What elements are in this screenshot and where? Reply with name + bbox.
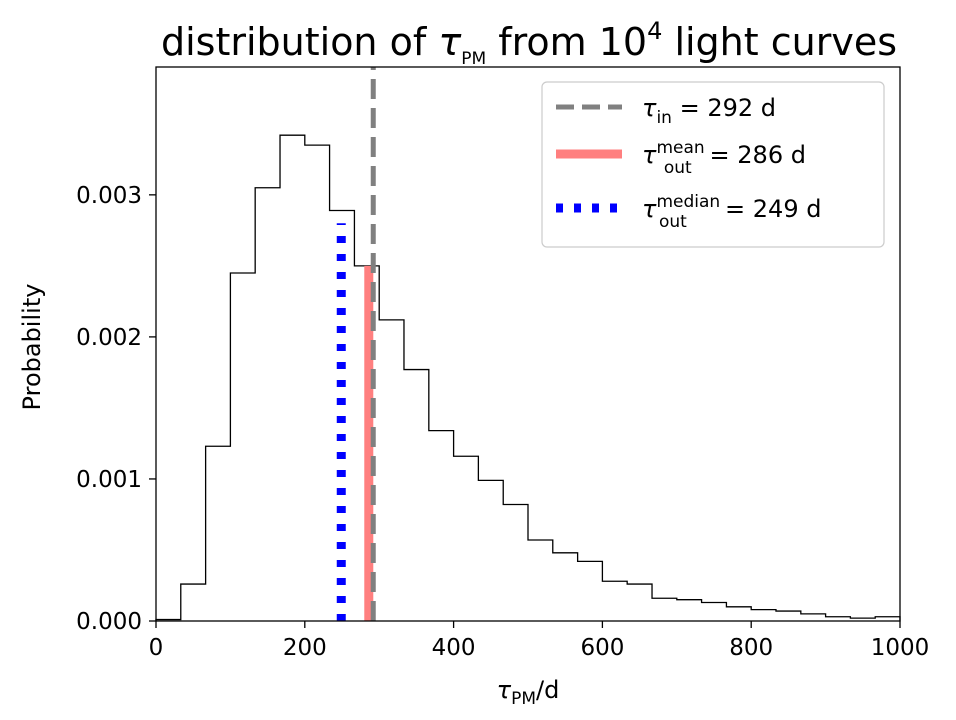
y-tick-label: 0.002 xyxy=(76,325,142,351)
x-tick-label: 400 xyxy=(432,635,476,661)
legend-box xyxy=(541,81,885,248)
x-tick-label: 1000 xyxy=(871,635,930,661)
y-tick-label: 0.000 xyxy=(76,609,142,635)
y-axis-label: Probability xyxy=(18,284,46,411)
x-tick-label: 600 xyxy=(580,635,624,661)
x-tick-label: 0 xyxy=(149,635,164,661)
histogram-outline xyxy=(155,134,901,621)
chart-title: distribution of τPM from 104 light curve… xyxy=(161,17,897,69)
x-tick-label: 800 xyxy=(729,635,773,661)
x-tick-label: 200 xyxy=(283,635,327,661)
histogram-bars xyxy=(155,134,901,621)
legend-label: τmedian out = 249 d xyxy=(642,192,821,232)
x-axis-label: τPM/d xyxy=(497,676,560,709)
reference-lines xyxy=(336,67,376,621)
axis-ticks: 0 200 400 600 800 1000 0.000 0.001 0.002 0.003 xyxy=(76,183,929,661)
axes-frame xyxy=(155,66,901,622)
legend-label: τmean out = 286 d xyxy=(642,138,806,178)
y-tick-label: 0.001 xyxy=(76,467,142,493)
legend: τin = 292 d τmean out = 286 d τmedian out = … xyxy=(541,81,885,248)
y-tick-label: 0.003 xyxy=(76,183,142,209)
legend-label: τin = 292 d xyxy=(642,94,776,128)
